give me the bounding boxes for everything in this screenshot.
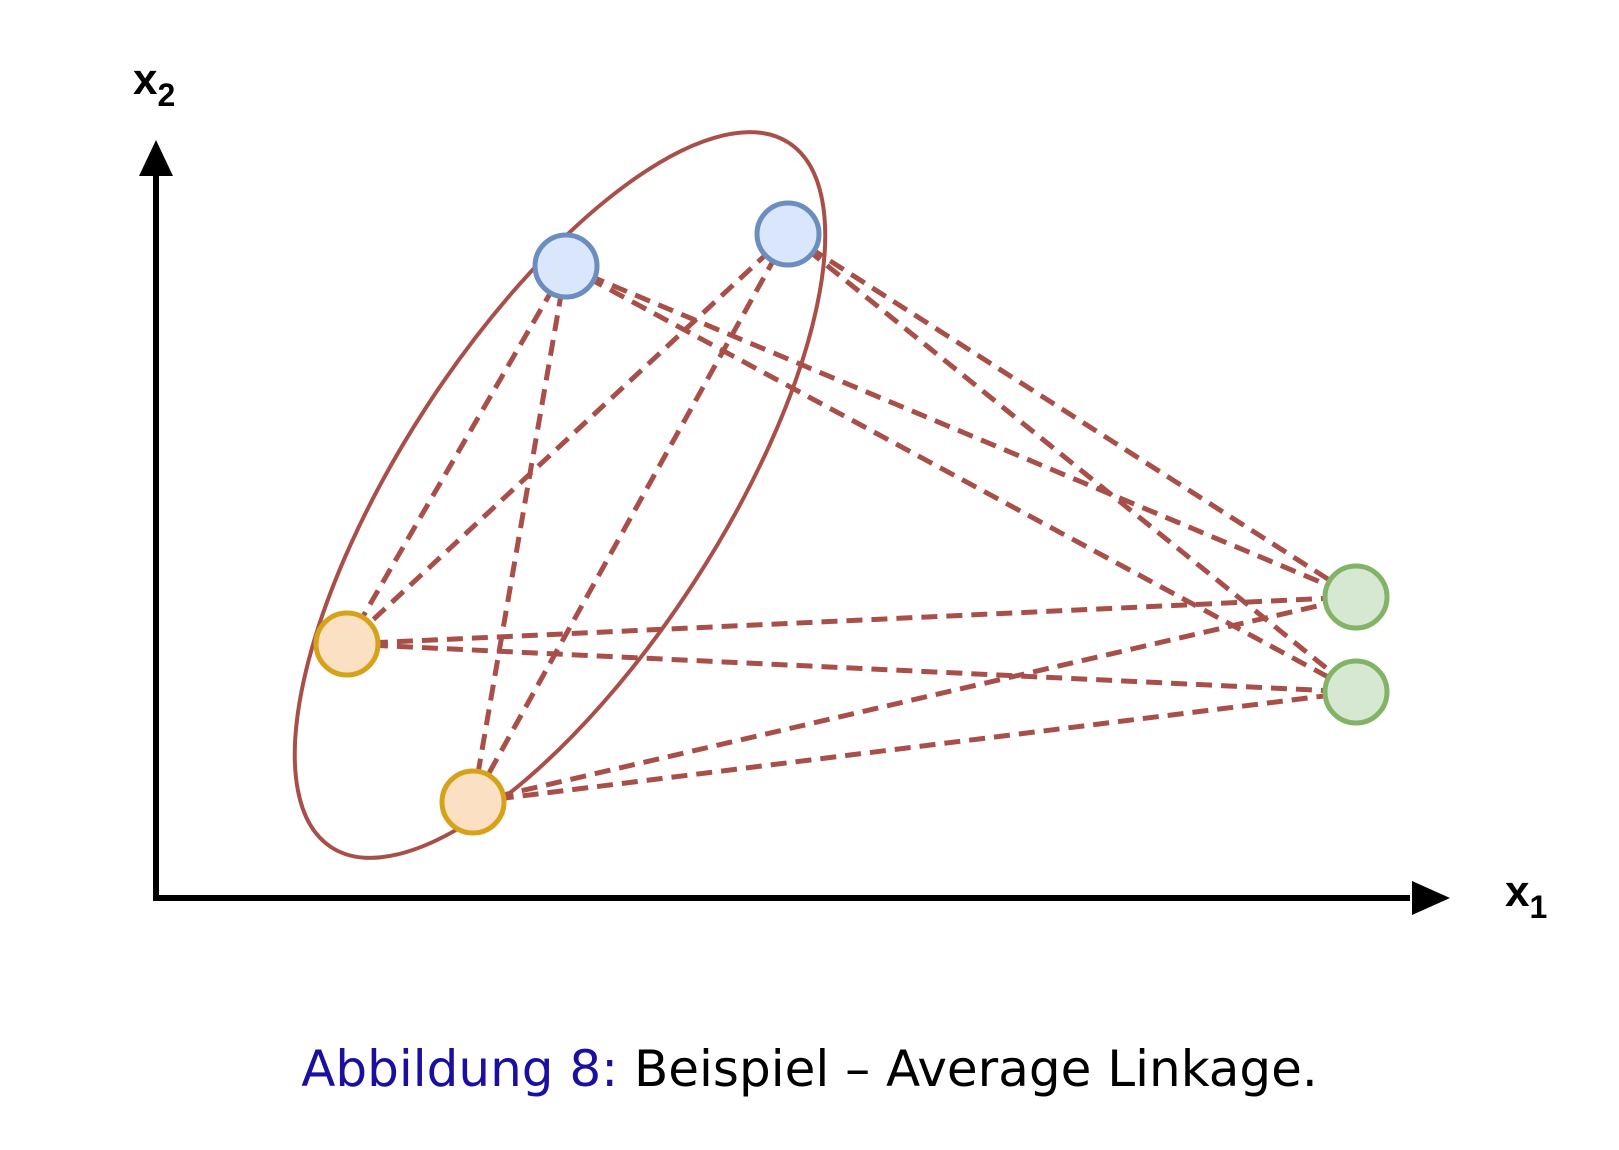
point-orange-2 xyxy=(439,768,507,836)
link-orange1-green2 xyxy=(346,641,1357,695)
axes: x2 x1 xyxy=(133,55,1547,925)
link-orange1-green1 xyxy=(346,594,1357,647)
point-orange-1 xyxy=(313,610,381,678)
caption-text: Beispiel – Average Linkage. xyxy=(633,1040,1318,1098)
point-green-2 xyxy=(1322,658,1390,726)
link-blue1-green1 xyxy=(565,263,1357,600)
link-blue2-orange2 xyxy=(470,232,791,804)
figure-caption: Abbildung 8: Beispiel – Average Linkage. xyxy=(0,1040,1619,1098)
link-blue2-green1 xyxy=(786,231,1358,600)
average-linkage-diagram: x2 x1 xyxy=(133,55,1547,925)
x-axis-arrowhead xyxy=(1412,881,1450,915)
point-blue-2 xyxy=(754,200,822,268)
link-blue2-green2 xyxy=(786,232,1358,694)
y-axis-arrowhead xyxy=(139,140,173,176)
cluster-ellipse xyxy=(292,130,828,860)
y-axis-label: x2 xyxy=(133,55,175,113)
figure-number: Abbildung 8: xyxy=(301,1040,619,1098)
link-blue2-orange1 xyxy=(345,232,790,646)
point-blue-1 xyxy=(532,232,600,300)
x-axis-label: x1 xyxy=(1505,867,1547,925)
link-blue1-orange1 xyxy=(344,264,569,646)
dashed-links xyxy=(344,231,1358,805)
points xyxy=(313,200,1390,836)
link-blue1-orange2 xyxy=(470,265,569,803)
point-green-1 xyxy=(1322,563,1390,631)
link-orange2-green1 xyxy=(472,594,1357,805)
link-orange2-green2 xyxy=(472,689,1357,805)
